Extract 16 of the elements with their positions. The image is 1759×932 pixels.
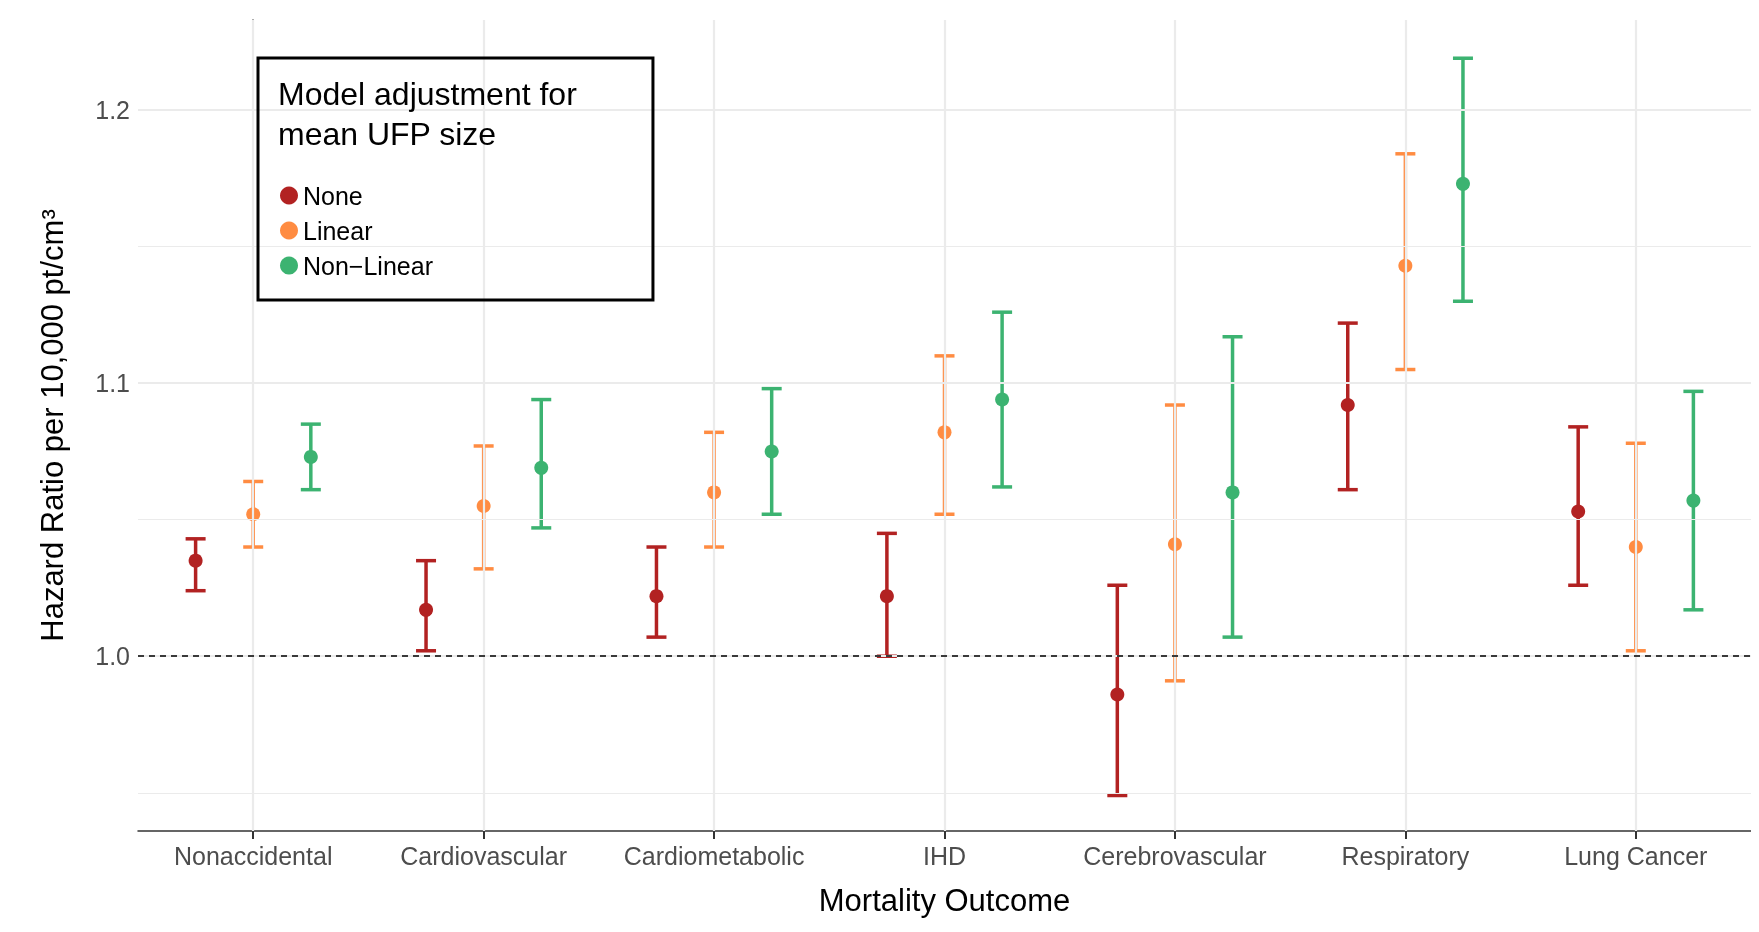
y-axis-title: Hazard Ratio per 10,000 pt/cm³: [35, 209, 70, 642]
x-tick-label: Respiratory: [1341, 841, 1470, 870]
legend-label: None: [303, 181, 363, 210]
x-axis-title: Mortality Outcome: [818, 883, 1071, 918]
x-tick-label: Cerebrovascular: [1083, 841, 1267, 870]
x-tick-label: Cardiovascular: [400, 841, 568, 870]
x-tick-label: Cardiometabolic: [623, 841, 805, 870]
x-tick-label: IHD: [922, 841, 967, 870]
x-tick-label: Lung Cancer: [1564, 841, 1708, 870]
y-tick-label: 1.1: [95, 369, 130, 398]
y-tick-label: 1.2: [95, 96, 130, 125]
y-tick-label: 1.0: [95, 642, 130, 671]
legend-title: Model adjustment for mean UFP size: [278, 76, 578, 152]
legend-label: Non−Linear: [303, 251, 433, 280]
x-tick-label: Nonaccidental: [174, 841, 333, 870]
legend-label: Linear: [303, 216, 373, 245]
